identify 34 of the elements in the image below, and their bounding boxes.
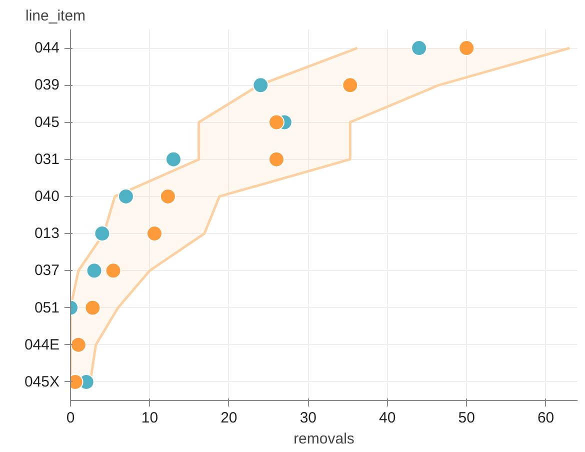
point bbox=[252, 77, 269, 94]
y-tick-label: 039 bbox=[34, 76, 60, 94]
y-tick-label: 045X bbox=[24, 373, 60, 390]
y-tick-label: 044 bbox=[34, 40, 60, 57]
y-tick-label: 013 bbox=[34, 225, 60, 242]
point bbox=[458, 40, 475, 56]
y-tick-label: 044E bbox=[24, 336, 60, 354]
point bbox=[268, 151, 284, 168]
y-axis-title: line_item bbox=[26, 8, 86, 24]
point bbox=[342, 77, 358, 94]
x-tick-label: 40 bbox=[379, 410, 396, 426]
point bbox=[268, 114, 284, 130]
point bbox=[146, 226, 162, 242]
point bbox=[165, 151, 182, 168]
x-tick-label: 60 bbox=[537, 410, 554, 426]
point bbox=[411, 40, 428, 56]
point bbox=[94, 226, 110, 242]
x-axis-title: removals bbox=[294, 430, 354, 448]
point bbox=[70, 336, 86, 353]
x-tick-label: 0 bbox=[66, 410, 75, 426]
y-tick-label: 040 bbox=[34, 188, 60, 205]
x-tick-label: 20 bbox=[220, 410, 238, 426]
y-tick-label: 037 bbox=[34, 262, 60, 280]
y-tick-label: 031 bbox=[34, 150, 60, 168]
x-tick-label: 50 bbox=[458, 410, 475, 426]
x-tick-label: 10 bbox=[141, 410, 158, 426]
y-tick-label: 051 bbox=[34, 299, 60, 316]
point bbox=[160, 188, 176, 204]
point bbox=[86, 262, 102, 279]
y-tick-label: 045 bbox=[34, 114, 60, 131]
point bbox=[84, 300, 101, 316]
point bbox=[118, 188, 134, 204]
x-tick-label: 30 bbox=[300, 410, 316, 426]
point bbox=[105, 262, 122, 279]
